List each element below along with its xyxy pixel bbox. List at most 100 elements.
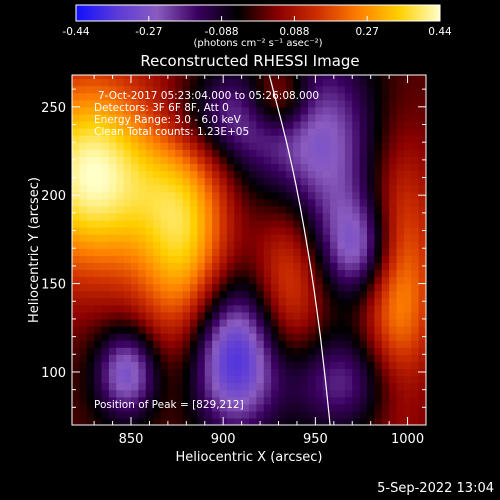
heatmap-cell	[138, 241, 147, 249]
heatmap-cell	[101, 333, 110, 341]
heatmap-cell	[344, 248, 353, 256]
heatmap-cell	[256, 368, 265, 377]
heatmap-cell	[322, 85, 331, 94]
heatmap-cell	[234, 184, 243, 193]
heatmap-cell	[330, 304, 339, 313]
heatmap-cell	[108, 311, 117, 320]
heatmap-cell	[219, 361, 228, 370]
heatmap-cell	[337, 128, 346, 136]
heatmap-cell	[278, 198, 287, 207]
heatmap-cell	[352, 283, 361, 292]
heatmap-cell	[285, 85, 294, 94]
heatmap-cell	[256, 85, 265, 94]
x-tick-label: 900	[211, 432, 236, 447]
heatmap-cell	[197, 304, 206, 313]
heatmap-cell	[249, 304, 257, 313]
heatmap-cell	[367, 99, 375, 108]
heatmap-cell	[182, 234, 191, 242]
heatmap-cell	[403, 255, 412, 263]
heatmap-cell	[293, 120, 302, 129]
heatmap-cell	[271, 255, 280, 263]
heatmap-cell	[138, 396, 147, 405]
heatmap-cell	[204, 205, 213, 214]
heatmap-cell	[219, 326, 228, 334]
heatmap-cell	[138, 255, 147, 263]
heatmap-cell	[167, 297, 176, 306]
heatmap-cell	[418, 128, 426, 136]
heatmap-cell	[175, 184, 184, 193]
heatmap-cell	[315, 212, 324, 221]
heatmap-cell	[374, 333, 383, 341]
heatmap-cell	[123, 326, 132, 334]
heatmap-cell	[389, 283, 398, 292]
heatmap-cell	[131, 396, 139, 405]
heatmap-cell	[197, 85, 206, 94]
heatmap-cell	[123, 234, 132, 242]
heatmap-cell	[79, 219, 88, 228]
heatmap-cell	[226, 78, 235, 87]
heatmap-cell	[389, 248, 398, 256]
heatmap-cell	[197, 212, 206, 221]
heatmap-cell	[418, 290, 426, 299]
heatmap-cell	[256, 396, 265, 405]
heatmap-cell	[344, 205, 353, 214]
heatmap-cell	[86, 255, 95, 263]
heatmap-cell	[212, 403, 221, 412]
heatmap-cell	[344, 227, 353, 235]
heatmap-cell	[167, 113, 176, 122]
heatmap-cell	[249, 99, 257, 108]
heatmap-cell	[367, 255, 375, 263]
heatmap-cell	[204, 368, 213, 377]
heatmap-cell	[322, 120, 331, 129]
heatmap-cell	[308, 198, 316, 207]
heatmap-cell	[367, 241, 375, 249]
heatmap-cell	[411, 241, 420, 249]
heatmap-cell	[241, 85, 250, 94]
heatmap-cell	[359, 106, 368, 115]
heatmap-cell	[182, 78, 191, 87]
heatmap-cell	[145, 85, 154, 94]
heatmap-cell	[175, 382, 184, 391]
heatmap-cell	[337, 219, 346, 228]
heatmap-cell	[330, 375, 339, 384]
heatmap-cell	[101, 99, 110, 108]
heatmap-cell	[381, 297, 390, 306]
heatmap-cell	[418, 106, 426, 115]
heatmap-cell	[153, 410, 162, 419]
heatmap-cell	[403, 212, 412, 221]
heatmap-cell	[256, 106, 265, 115]
heatmap-cell	[367, 163, 375, 172]
heatmap-cell	[374, 248, 383, 256]
heatmap-cell	[411, 276, 420, 285]
heatmap-cell	[256, 120, 265, 129]
heatmap-cell	[308, 92, 316, 101]
heatmap-cell	[234, 396, 243, 405]
heatmap-cell	[145, 142, 154, 150]
heatmap-cell	[315, 354, 324, 362]
heatmap-cell	[249, 241, 257, 249]
heatmap-cell	[123, 184, 132, 193]
heatmap-cell	[403, 241, 412, 249]
heatmap-cell	[308, 368, 316, 377]
heatmap-cell	[344, 142, 353, 150]
heatmap-cell	[212, 184, 221, 193]
heatmap-cell	[234, 276, 243, 285]
heatmap-cell	[249, 92, 257, 101]
heatmap-cell	[212, 234, 221, 242]
heatmap-cell	[315, 234, 324, 242]
heatmap-cell	[131, 333, 139, 341]
heatmap-cell	[263, 75, 272, 80]
heatmap-cell	[116, 354, 125, 362]
heatmap-cell	[204, 75, 213, 80]
heatmap-cell	[138, 170, 147, 179]
heatmap-cell	[145, 191, 154, 200]
heatmap-cell	[79, 283, 88, 292]
heatmap-cell	[308, 85, 316, 94]
heatmap-cell	[263, 347, 272, 355]
heatmap-cell	[293, 361, 302, 370]
heatmap-cell	[79, 120, 88, 129]
heatmap-cell	[219, 297, 228, 306]
heatmap-cell	[271, 297, 280, 306]
heatmap-cell	[72, 347, 80, 355]
heatmap-cell	[138, 382, 147, 391]
